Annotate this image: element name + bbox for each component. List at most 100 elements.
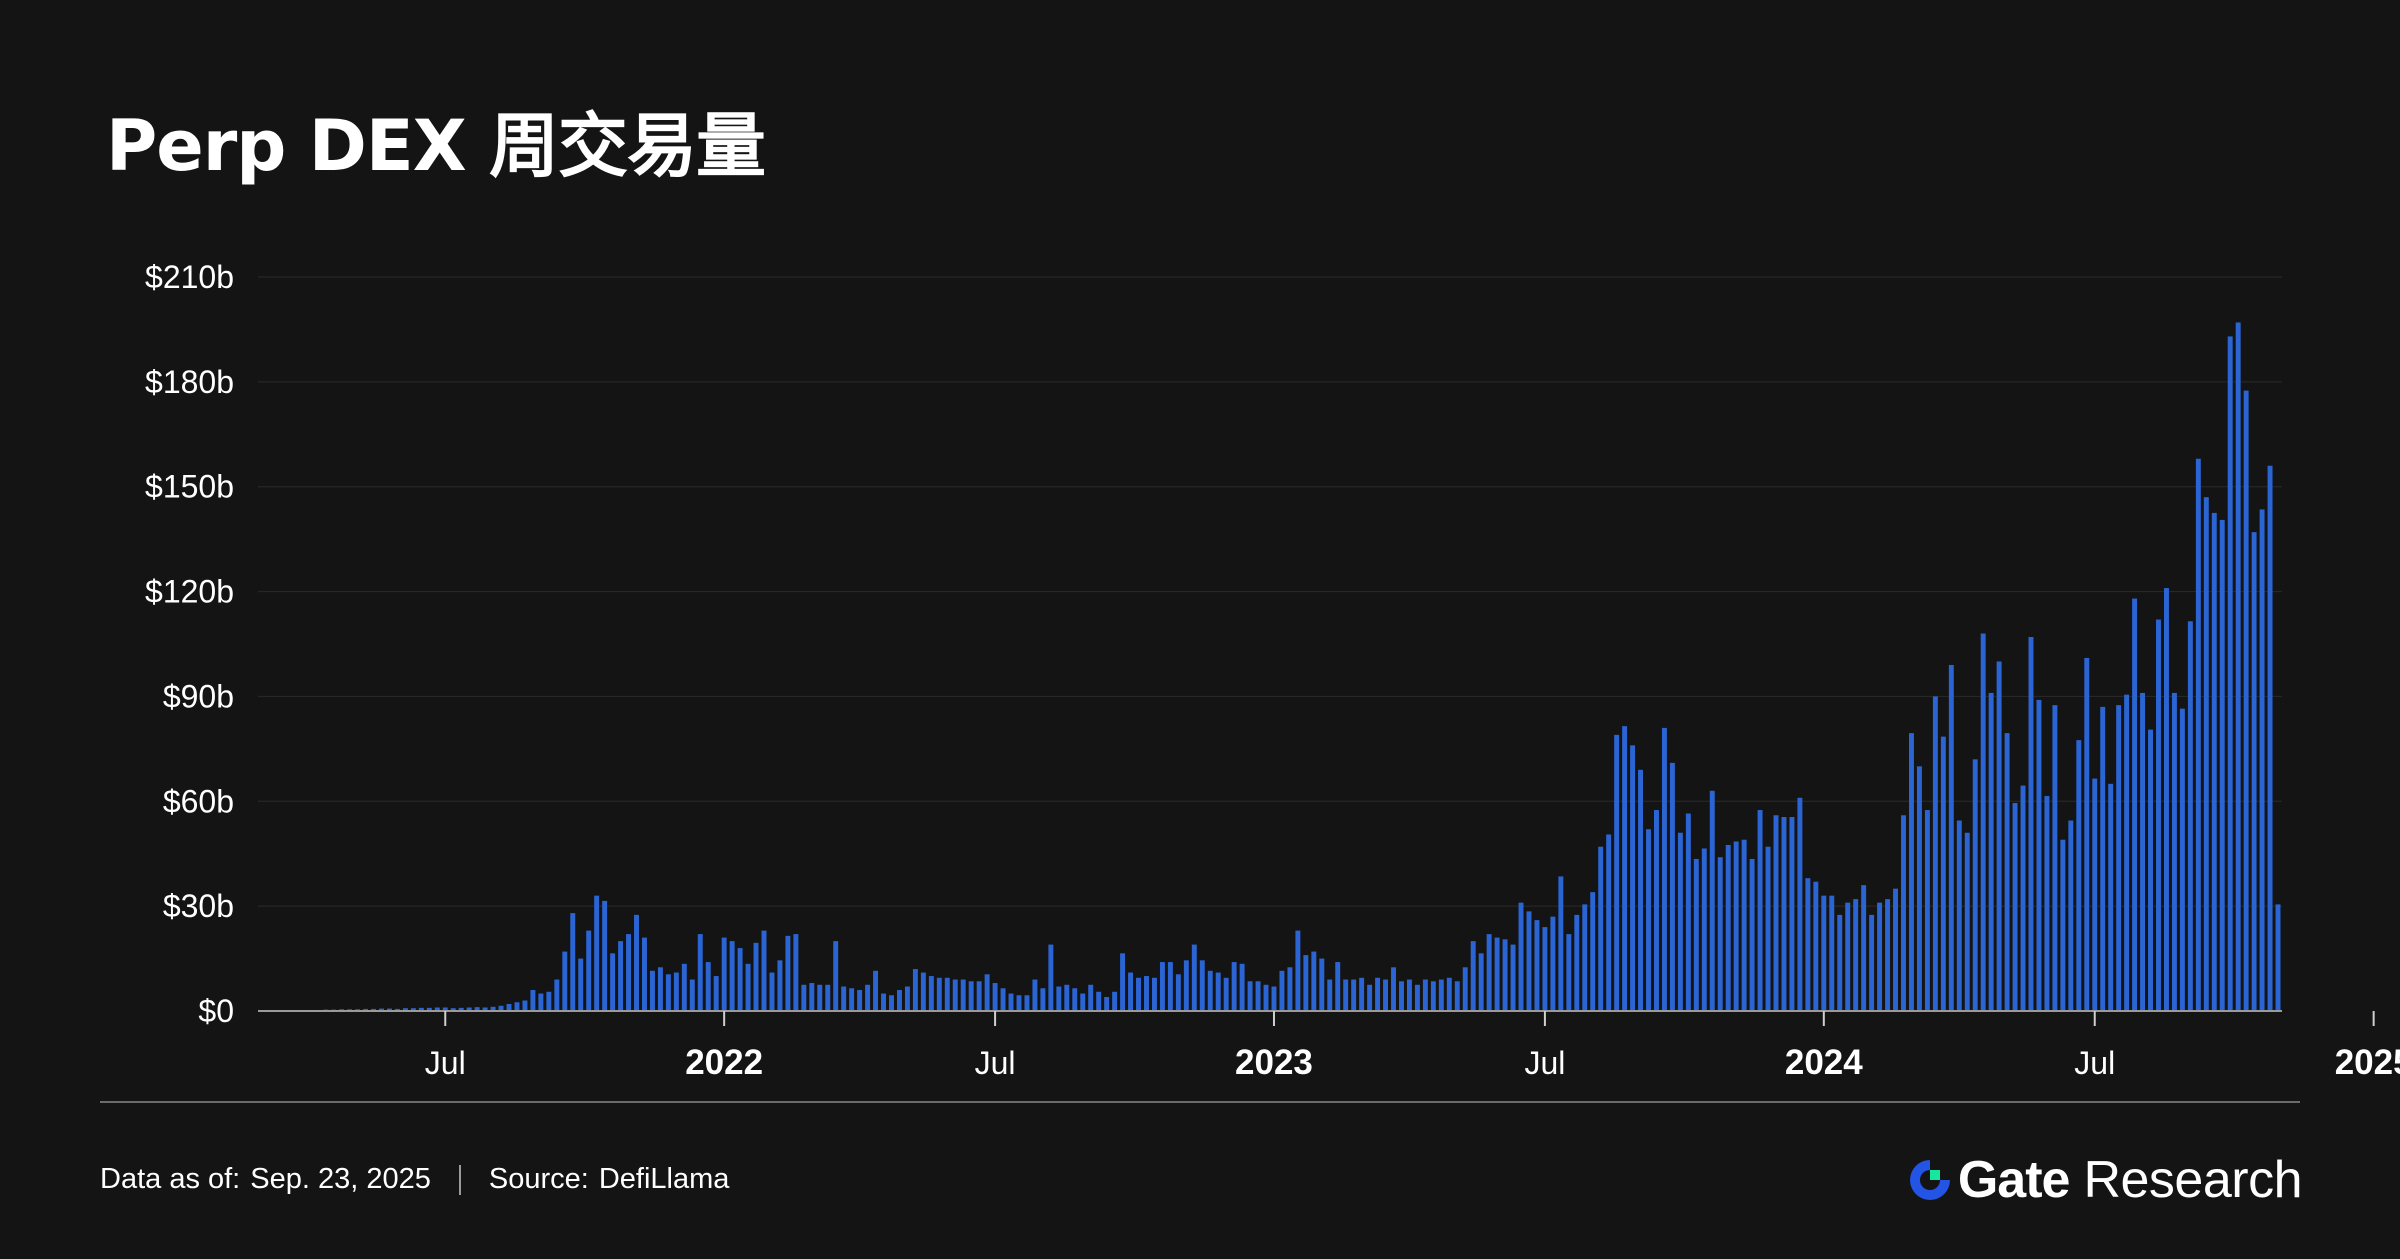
bar — [2028, 637, 2034, 1011]
bar — [769, 972, 775, 1011]
bar — [522, 1000, 528, 1011]
bar — [1247, 981, 1253, 1011]
y-tick-label: $150b — [145, 469, 234, 505]
bar — [2020, 785, 2026, 1011]
bar — [1072, 988, 1078, 1011]
bar — [2267, 465, 2273, 1011]
bar — [1996, 661, 2002, 1011]
bar — [2148, 729, 2153, 1011]
bar — [1916, 766, 1922, 1011]
bar — [442, 1007, 448, 1011]
data-as-of-label: Data as of: — [100, 1163, 241, 1195]
bar — [1096, 991, 1102, 1011]
bar — [689, 979, 695, 1011]
bar — [1877, 902, 1883, 1011]
bar — [976, 981, 982, 1011]
bar — [1399, 981, 1404, 1011]
bar — [498, 1005, 504, 1011]
bar — [1175, 974, 1181, 1011]
bar — [626, 934, 632, 1011]
bar — [1526, 911, 1532, 1011]
bar — [817, 984, 823, 1011]
bar — [1964, 832, 1970, 1011]
bar — [1422, 979, 1428, 1011]
bar — [761, 930, 767, 1011]
bar — [514, 1002, 520, 1011]
bar — [1638, 769, 1644, 1011]
bar — [2163, 588, 2169, 1011]
bar — [594, 895, 600, 1011]
bar — [2235, 322, 2241, 1011]
bar — [1199, 960, 1205, 1011]
bar — [490, 1006, 496, 1011]
y-tick-label: $30b — [163, 888, 234, 924]
bar — [482, 1007, 488, 1011]
bar — [2004, 733, 2010, 1011]
bar — [466, 1007, 472, 1011]
bar — [785, 935, 791, 1011]
bar — [673, 972, 679, 1011]
bar — [1940, 736, 1946, 1011]
bar — [1669, 762, 1675, 1011]
bar — [1064, 984, 1070, 1011]
bar — [1454, 981, 1460, 1011]
bar — [2052, 705, 2058, 1011]
bar — [809, 983, 815, 1011]
bar — [2044, 796, 2050, 1011]
bar — [944, 977, 950, 1011]
x-tick-label: Jul — [2074, 1045, 2115, 1081]
bar — [1821, 895, 1827, 1011]
bar — [1598, 846, 1604, 1011]
bar — [705, 962, 711, 1011]
bar — [1414, 984, 1420, 1011]
bar — [1311, 951, 1317, 1011]
bar — [1534, 920, 1540, 1011]
x-tick-label: 2023 — [1235, 1043, 1313, 1082]
bar — [2227, 336, 2233, 1011]
bar — [363, 1008, 369, 1011]
bar — [2219, 519, 2225, 1011]
bar — [2187, 621, 2193, 1011]
bar — [1980, 633, 1986, 1011]
bar — [1972, 759, 1978, 1011]
bar — [1359, 977, 1365, 1011]
bar — [1542, 927, 1548, 1011]
bar — [2132, 598, 2138, 1011]
footer-separator — [458, 1164, 461, 1195]
bar — [1805, 878, 1811, 1011]
bar — [387, 1008, 392, 1011]
bar — [657, 967, 663, 1011]
bar — [1677, 832, 1683, 1011]
bar — [1901, 815, 1906, 1011]
bar — [1654, 810, 1659, 1011]
gate-logo-icon — [1909, 1160, 1950, 1200]
bar-series — [258, 322, 2282, 1012]
x-tick-label: Jul — [975, 1045, 1016, 1081]
bar — [1789, 817, 1795, 1011]
data-as-of-date: Sep. 23, 2025 — [250, 1163, 431, 1195]
bar — [1406, 979, 1412, 1011]
bar — [1144, 976, 1149, 1011]
bar — [2124, 694, 2130, 1011]
bar — [2140, 692, 2146, 1011]
bar — [1757, 810, 1763, 1011]
bar — [602, 900, 608, 1011]
bar — [1717, 857, 1723, 1011]
bar — [1781, 817, 1787, 1011]
bar — [1335, 962, 1341, 1011]
bar — [1271, 986, 1277, 1011]
bar — [1391, 967, 1396, 1011]
bar — [936, 977, 942, 1011]
bar — [458, 1007, 464, 1011]
x-tick-label: 2024 — [1785, 1043, 1863, 1082]
bar — [1582, 904, 1588, 1011]
bar — [1048, 944, 1054, 1011]
bar — [2060, 839, 2066, 1011]
bar — [402, 1008, 408, 1011]
bar — [379, 1008, 384, 1011]
bar — [2012, 803, 2018, 1011]
bar — [1207, 970, 1213, 1011]
page-title: Perp DEX 周交易量 — [106, 105, 766, 187]
bar — [1000, 988, 1006, 1011]
bar — [634, 914, 639, 1011]
